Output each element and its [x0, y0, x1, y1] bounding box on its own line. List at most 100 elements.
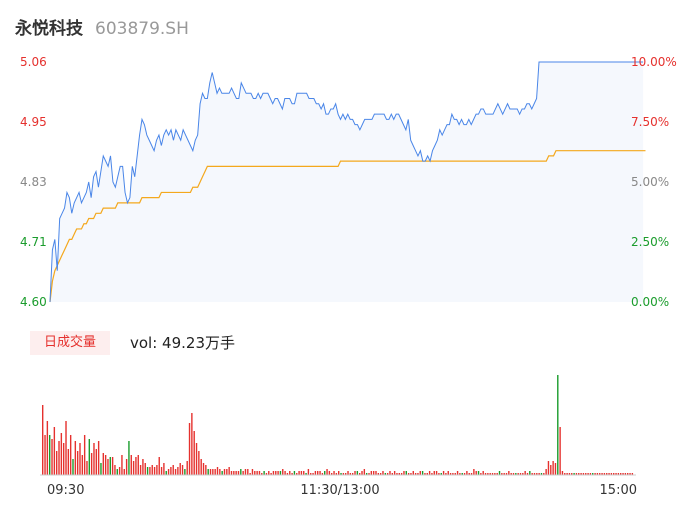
- volume-bar: [482, 471, 484, 475]
- volume-bar: [489, 473, 491, 475]
- volume-bar: [181, 465, 184, 475]
- volume-bar: [568, 473, 571, 475]
- volume-bar: [449, 473, 452, 475]
- volume-bar: [58, 441, 60, 475]
- volume-bar: [372, 471, 375, 475]
- volume-bar: [298, 471, 300, 475]
- volume-bar: [116, 469, 118, 475]
- volume-bar: [207, 469, 209, 475]
- volume-bar: [314, 471, 317, 475]
- volume-bar: [587, 473, 589, 475]
- volume-bar: [81, 455, 84, 475]
- volume-bar: [358, 473, 361, 475]
- volume-bar: [146, 467, 149, 475]
- volume-bar: [128, 441, 130, 475]
- volume-bar: [585, 473, 587, 475]
- volume-bar: [613, 473, 615, 475]
- volume-bar: [335, 473, 338, 475]
- volume-bar: [484, 473, 487, 475]
- volume-bar: [165, 471, 167, 475]
- volume-bar: [249, 473, 251, 475]
- volume-bar: [76, 451, 79, 475]
- x-tick-label: 15:00: [600, 483, 637, 498]
- volume-bar: [592, 473, 594, 475]
- volume-bar: [221, 471, 223, 475]
- volume-bar: [72, 459, 74, 475]
- volume-bar: [431, 473, 433, 475]
- volume-bar: [538, 473, 540, 475]
- volume-bar: [475, 471, 477, 475]
- volume-bar: [130, 455, 132, 475]
- volume-bar: [466, 471, 468, 475]
- volume-bar: [410, 473, 412, 475]
- volume-bar: [167, 469, 170, 475]
- volume-bar: [284, 471, 286, 475]
- volume-bar: [104, 455, 107, 475]
- volume-bar: [470, 473, 473, 475]
- volume-tag: 日成交量: [30, 331, 110, 355]
- volume-bar: [610, 473, 613, 475]
- volume-bar: [121, 455, 123, 475]
- volume-bar: [414, 473, 417, 475]
- volume-bar: [174, 469, 177, 475]
- volume-bar: [151, 465, 153, 475]
- volume-bar: [582, 473, 585, 475]
- volume-bar: [368, 473, 370, 475]
- volume-bar: [454, 473, 456, 475]
- volume-bar: [365, 473, 368, 475]
- y-tick-right: 5.00%: [631, 175, 669, 189]
- volume-bar: [289, 471, 291, 475]
- volume-bar: [268, 471, 270, 475]
- volume-bar: [230, 471, 233, 475]
- y-tick-left: 5.06: [20, 55, 47, 69]
- volume-bar: [233, 471, 235, 475]
- volume-bar: [356, 471, 359, 475]
- volume-bar: [412, 471, 414, 475]
- volume-bar: [223, 469, 226, 475]
- volume-bar: [307, 469, 310, 475]
- volume-bar: [580, 473, 582, 475]
- volume-bar: [631, 473, 634, 475]
- volume-bar: [212, 469, 214, 475]
- volume-bar: [508, 471, 510, 475]
- volume-bar: [480, 473, 482, 475]
- volume-bar: [65, 421, 67, 475]
- volume-bar: [515, 473, 517, 475]
- volume-bar: [328, 471, 331, 475]
- volume-bar: [296, 473, 298, 475]
- volume-bar: [193, 431, 195, 475]
- volume-bar: [317, 471, 319, 475]
- volume-bar: [487, 473, 489, 475]
- volume-bar: [254, 471, 256, 475]
- volume-bar: [251, 469, 254, 475]
- volume-bar: [153, 467, 156, 475]
- volume-bar: [547, 461, 550, 475]
- volume-bar: [326, 469, 328, 475]
- volume-bar: [219, 469, 221, 475]
- x-axis: 09:30 11:30/13:00 15:00: [47, 483, 637, 498]
- volume-bar: [564, 473, 566, 475]
- volume-bar: [67, 449, 70, 475]
- volume-bar: [132, 461, 135, 475]
- volume-bar: [291, 473, 293, 475]
- volume-bar: [95, 449, 98, 475]
- volume-bar: [363, 469, 366, 475]
- volume-bar: [149, 467, 151, 475]
- volume-bar: [379, 473, 382, 475]
- volume-bar: [177, 467, 179, 475]
- volume-bar: [627, 473, 629, 475]
- volume-bar: [237, 471, 240, 475]
- volume-bar: [468, 473, 470, 475]
- volume-bar: [550, 465, 552, 475]
- volume-bar: [615, 473, 617, 475]
- y-axis-left: 5.06 4.95 4.83 4.71 4.60: [20, 55, 47, 309]
- volume-bar: [142, 459, 144, 475]
- volume-bar: [179, 463, 181, 475]
- volume-bar: [139, 465, 142, 475]
- volume-bar: [344, 473, 347, 475]
- volume-bar: [426, 473, 428, 475]
- volume-bar: [435, 471, 438, 475]
- volume-bar: [384, 473, 387, 475]
- price-area-fill: [50, 62, 644, 302]
- volume-bar: [417, 473, 419, 475]
